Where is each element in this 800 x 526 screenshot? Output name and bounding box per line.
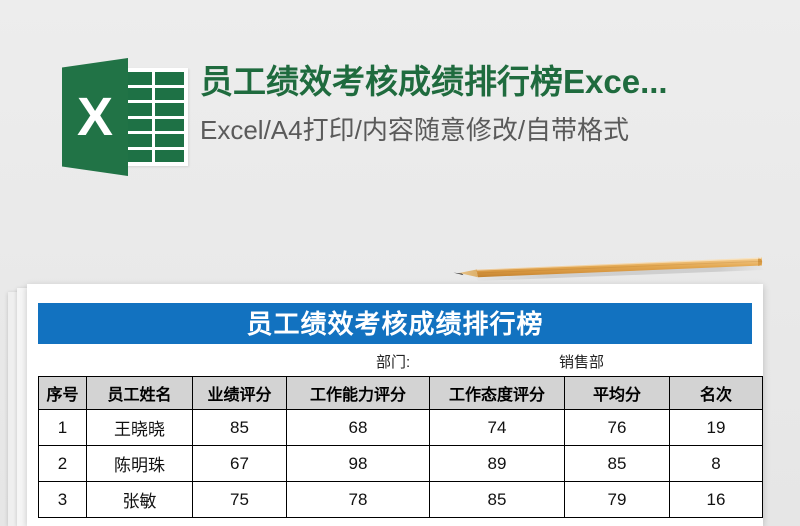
column-header-ability[interactable]: 工作能力评分 — [286, 376, 430, 410]
page-subtitle: Excel/A4打印/内容随意修改/自带格式 — [200, 115, 630, 146]
cell-name[interactable]: 张敏 — [86, 481, 193, 518]
column-header-rank[interactable]: 名次 — [669, 376, 763, 410]
logo-grid-cell — [154, 87, 184, 100]
cell-perf[interactable]: 67 — [192, 445, 287, 482]
cell-name[interactable]: 陈明珠 — [86, 445, 193, 482]
logo-grid-cell — [122, 134, 152, 147]
excel-logo-grid-cells — [122, 72, 184, 162]
page-title: 员工绩效考核成绩排行榜Exce... — [200, 63, 668, 100]
sheet-title-bar: 员工绩效考核成绩排行榜 — [38, 303, 752, 344]
table-row[interactable]: 3 张敏 75 78 85 79 16 — [38, 481, 763, 518]
logo-grid-cell — [154, 118, 184, 131]
sheet-title: 员工绩效考核成绩排行榜 — [246, 308, 544, 339]
cell-ability[interactable]: 98 — [286, 445, 430, 482]
column-header-attitude[interactable]: 工作态度评分 — [429, 376, 565, 410]
logo-grid-cell — [122, 149, 152, 162]
table-row[interactable]: 1 王晓晓 85 68 74 76 19 — [38, 409, 763, 446]
cell-perf[interactable]: 85 — [192, 409, 287, 446]
cell-rank[interactable]: 16 — [669, 481, 763, 518]
logo-grid-cell — [154, 134, 184, 147]
spreadsheet-sheet: 员工绩效考核成绩排行榜 部门: 销售部 序号 员工姓名 业绩评分 工作能力评分 … — [27, 284, 763, 526]
column-header-seq[interactable]: 序号 — [38, 376, 87, 410]
logo-grid-cell — [154, 72, 184, 85]
cell-average[interactable]: 76 — [564, 409, 670, 446]
department-row: 部门: 销售部 — [38, 346, 752, 374]
logo-grid-cell — [122, 72, 152, 85]
cell-attitude[interactable]: 74 — [429, 409, 565, 446]
logo-grid-cell — [122, 118, 152, 131]
excel-logo-panel — [62, 58, 128, 176]
cell-name[interactable]: 王晓晓 — [86, 409, 193, 446]
department-label: 部门: — [376, 354, 411, 371]
cell-seq[interactable]: 3 — [38, 481, 87, 518]
table-row[interactable]: 2 陈明珠 67 98 89 85 8 — [38, 445, 763, 482]
cell-attitude[interactable]: 85 — [429, 481, 565, 518]
column-header-name[interactable]: 员工姓名 — [86, 376, 193, 410]
cell-rank[interactable]: 8 — [669, 445, 763, 482]
cell-seq[interactable]: 1 — [38, 409, 87, 446]
pencil-icon — [452, 248, 772, 282]
banner-header: X 员工绩效考核成绩排行榜Exce... Excel/A4打印/内容随意修改/自… — [0, 0, 800, 205]
logo-grid-cell — [122, 103, 152, 116]
cell-seq[interactable]: 2 — [38, 445, 87, 482]
headline-block: 员工绩效考核成绩排行榜Exce... Excel/A4打印/内容随意修改/自带格… — [200, 62, 780, 146]
department-value[interactable]: 销售部 — [559, 354, 605, 371]
cell-ability[interactable]: 78 — [286, 481, 430, 518]
column-header-average[interactable]: 平均分 — [564, 376, 670, 410]
logo-grid-cell — [154, 103, 184, 116]
cell-rank[interactable]: 19 — [669, 409, 763, 446]
cell-average[interactable]: 79 — [564, 481, 670, 518]
logo-grid-cell — [122, 87, 152, 100]
table-header-row: 序号 员工姓名 业绩评分 工作能力评分 工作态度评分 平均分 名次 — [38, 376, 763, 410]
cell-perf[interactable]: 75 — [192, 481, 287, 518]
logo-grid-cell — [154, 149, 184, 162]
excel-logo-grid-icon — [118, 68, 188, 166]
performance-table: 序号 员工姓名 业绩评分 工作能力评分 工作态度评分 平均分 名次 1 王晓晓 … — [38, 376, 763, 518]
cell-ability[interactable]: 68 — [286, 409, 430, 446]
excel-logo-letter: X — [76, 87, 114, 147]
cell-average[interactable]: 85 — [564, 445, 670, 482]
cell-attitude[interactable]: 89 — [429, 445, 565, 482]
excel-logo-icon: X — [62, 58, 190, 176]
column-header-perf[interactable]: 业绩评分 — [192, 376, 287, 410]
